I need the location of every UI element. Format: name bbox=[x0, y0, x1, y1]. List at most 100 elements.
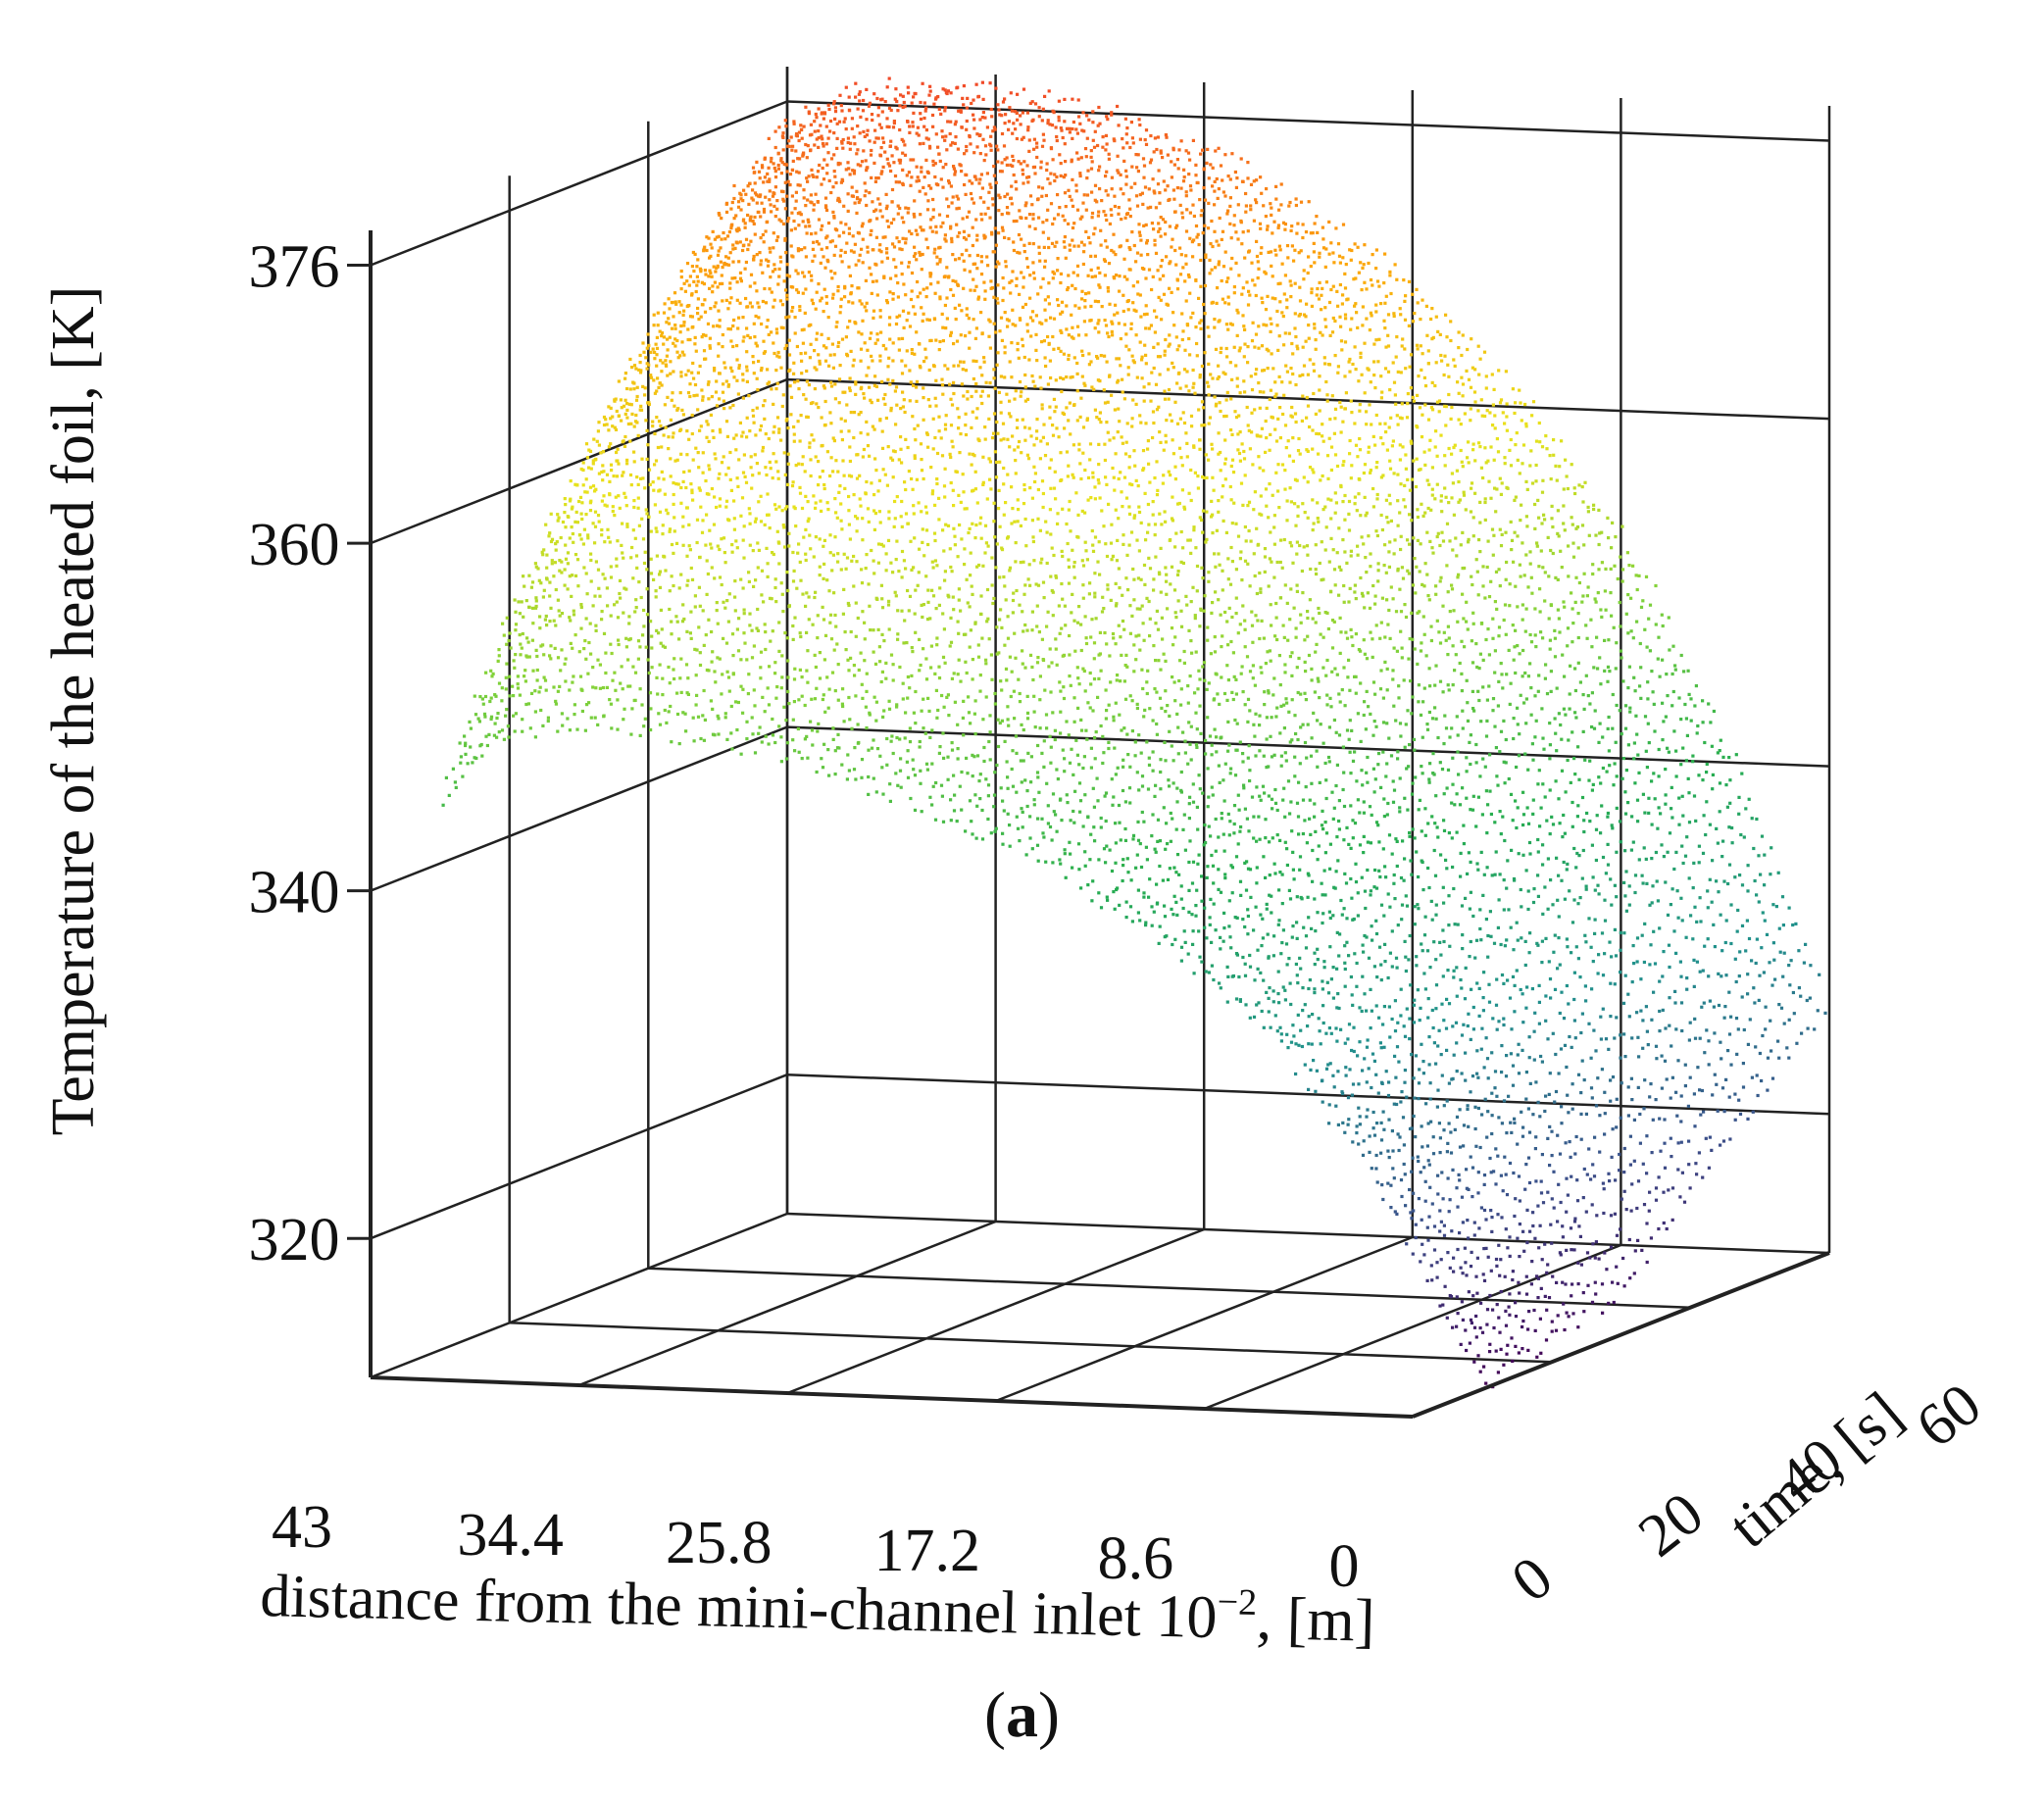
surface-data-point bbox=[685, 583, 689, 587]
surface-data-point bbox=[781, 524, 785, 527]
surface-data-point bbox=[786, 482, 790, 486]
surface-data-point bbox=[677, 637, 681, 641]
surface-data-point bbox=[1551, 1031, 1555, 1035]
surface-data-point bbox=[1088, 858, 1092, 862]
surface-data-point bbox=[766, 562, 770, 566]
surface-data-point bbox=[1530, 987, 1534, 991]
surface-data-point bbox=[1186, 538, 1190, 542]
surface-data-point bbox=[627, 615, 631, 619]
surface-data-point bbox=[1506, 1246, 1510, 1250]
surface-data-point bbox=[835, 746, 840, 750]
surface-data-point bbox=[1459, 977, 1463, 982]
surface-data-point bbox=[839, 502, 843, 506]
surface-data-point bbox=[1244, 539, 1248, 543]
surface-data-point bbox=[693, 594, 697, 598]
surface-data-point bbox=[1097, 463, 1101, 467]
surface-data-point bbox=[959, 360, 963, 364]
surface-data-point bbox=[615, 474, 620, 478]
surface-data-point bbox=[723, 561, 727, 565]
surface-data-point bbox=[1408, 830, 1412, 835]
surface-data-point bbox=[1068, 401, 1072, 405]
surface-data-point bbox=[861, 455, 865, 459]
surface-data-point bbox=[980, 389, 984, 393]
surface-data-point bbox=[801, 592, 805, 596]
surface-data-point bbox=[1340, 913, 1344, 917]
surface-data-point bbox=[1431, 772, 1435, 775]
surface-data-point bbox=[867, 366, 871, 370]
surface-data-point bbox=[935, 451, 940, 456]
surface-data-point bbox=[1189, 600, 1193, 604]
surface-data-point bbox=[1556, 1314, 1560, 1318]
surface-data-point bbox=[1100, 509, 1104, 513]
surface-data-point bbox=[1308, 817, 1312, 821]
surface-data-point bbox=[543, 678, 548, 682]
surface-data-point bbox=[1401, 1116, 1406, 1120]
surface-data-point bbox=[1472, 1221, 1476, 1224]
surface-data-point bbox=[830, 569, 834, 573]
surface-data-point bbox=[1093, 485, 1097, 489]
surface-data-point bbox=[667, 435, 671, 439]
surface-data-point bbox=[820, 509, 823, 513]
surface-data-point bbox=[1563, 1327, 1567, 1332]
surface-data-point bbox=[1154, 783, 1158, 787]
surface-data-point bbox=[1364, 906, 1368, 911]
surface-data-point bbox=[1269, 734, 1272, 738]
surface-data-point bbox=[1546, 1263, 1550, 1267]
surface-data-point bbox=[1040, 817, 1044, 821]
surface-data-point bbox=[1217, 835, 1221, 839]
surface-data-point bbox=[500, 728, 505, 732]
surface-data-point bbox=[1210, 853, 1214, 858]
surface-data-point bbox=[853, 746, 857, 750]
surface-data-point bbox=[608, 479, 612, 483]
surface-data-point bbox=[860, 332, 864, 336]
surface-data-point bbox=[1569, 1226, 1573, 1230]
surface-data-point bbox=[1428, 1185, 1432, 1189]
surface-data-point bbox=[1243, 645, 1247, 649]
surface-data-point bbox=[1051, 590, 1055, 594]
surface-data-point bbox=[634, 413, 638, 418]
surface-data-point bbox=[782, 525, 786, 529]
surface-data-point bbox=[1194, 650, 1198, 654]
surface-data-point bbox=[1595, 1214, 1599, 1218]
surface-data-point bbox=[1159, 787, 1163, 791]
surface-data-point bbox=[641, 537, 646, 541]
surface-data-point bbox=[777, 505, 781, 509]
surface-data-point bbox=[1452, 969, 1456, 973]
surface-data-point bbox=[1276, 970, 1280, 973]
surface-data-point bbox=[508, 694, 512, 698]
surface-data-point bbox=[1211, 793, 1215, 797]
surface-data-point bbox=[735, 546, 739, 550]
surface-data-point bbox=[591, 666, 595, 670]
surface-data-point bbox=[1455, 966, 1459, 970]
surface-data-point bbox=[1307, 653, 1312, 658]
surface-data-point bbox=[1228, 772, 1232, 775]
surface-data-point bbox=[837, 377, 842, 381]
surface-data-point bbox=[1348, 750, 1352, 754]
surface-data-point bbox=[818, 565, 822, 569]
surface-data-point bbox=[1326, 626, 1330, 631]
surface-data-point bbox=[937, 518, 941, 522]
surface-data-point bbox=[693, 382, 698, 387]
surface-data-point bbox=[696, 451, 700, 455]
surface-data-point bbox=[1137, 633, 1141, 637]
surface-data-point bbox=[839, 568, 843, 572]
surface-data-point bbox=[1565, 1065, 1569, 1070]
surface-data-point bbox=[880, 597, 884, 601]
surface-data-point bbox=[1236, 842, 1240, 846]
surface-data-point bbox=[1321, 1100, 1324, 1104]
surface-data-point bbox=[978, 797, 982, 801]
surface-data-point bbox=[754, 517, 758, 521]
surface-data-point bbox=[609, 614, 613, 618]
surface-data-point bbox=[1521, 1048, 1524, 1052]
surface-data-point bbox=[1041, 505, 1045, 510]
surface-data-point bbox=[542, 548, 546, 552]
surface-data-point bbox=[1421, 1060, 1425, 1064]
surface-data-point bbox=[1402, 878, 1406, 882]
surface-data-point bbox=[876, 398, 880, 402]
surface-data-point bbox=[695, 693, 699, 697]
surface-data-point bbox=[769, 639, 773, 643]
surface-data-point bbox=[687, 437, 691, 441]
surface-data-point bbox=[1475, 1291, 1479, 1295]
surface-data-point bbox=[1048, 405, 1052, 409]
surface-data-point bbox=[1516, 1053, 1520, 1057]
